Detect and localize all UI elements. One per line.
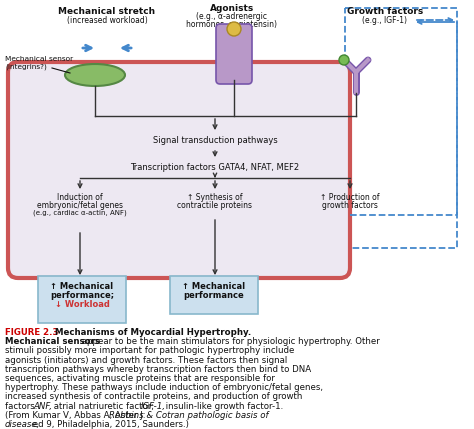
Text: stimuli possibly more important for pathologic hypertrophy include: stimuli possibly more important for path…	[5, 346, 294, 355]
Text: atrial natriuretic factor;: atrial natriuretic factor;	[51, 402, 157, 411]
Text: ↑ Mechanical: ↑ Mechanical	[182, 282, 246, 291]
Text: (e.g., α-adrenergic: (e.g., α-adrenergic	[197, 12, 267, 21]
Text: ↑ Synthesis of: ↑ Synthesis of	[187, 193, 243, 202]
Text: Mechanical stretch: Mechanical stretch	[58, 7, 155, 16]
Text: disease,: disease,	[5, 420, 40, 429]
Text: (increased workload): (increased workload)	[67, 16, 147, 25]
Text: FIGURE 2.3: FIGURE 2.3	[5, 328, 58, 337]
Text: Mechanical sensor: Mechanical sensor	[5, 56, 73, 62]
Text: embryonic/fetal genes: embryonic/fetal genes	[37, 201, 123, 210]
Text: hormones, angiotensin): hormones, angiotensin)	[186, 20, 277, 29]
Text: Transcription factors GATA4, NFAT, MEF2: Transcription factors GATA4, NFAT, MEF2	[130, 163, 300, 172]
Text: IGF-1,: IGF-1,	[141, 402, 166, 411]
Text: (e.g., cardiac α-actin, ANF): (e.g., cardiac α-actin, ANF)	[33, 209, 127, 215]
Text: Mechanisms of Myocardial Hypertrophy.: Mechanisms of Myocardial Hypertrophy.	[43, 328, 251, 337]
Text: ↑ Production of: ↑ Production of	[320, 193, 380, 202]
Circle shape	[227, 22, 241, 36]
Text: appear to be the main stimulators for physiologic hypertrophy. Other: appear to be the main stimulators for ph…	[79, 337, 380, 346]
Text: performance;: performance;	[50, 291, 114, 300]
Text: ANF,: ANF,	[33, 402, 52, 411]
Text: Agonists: Agonists	[210, 4, 254, 13]
FancyBboxPatch shape	[38, 276, 126, 323]
Text: increased synthesis of contractile proteins, and production of growth: increased synthesis of contractile prote…	[5, 393, 302, 402]
FancyBboxPatch shape	[8, 62, 350, 278]
Text: ↓ Workload: ↓ Workload	[55, 300, 109, 309]
Text: transcription pathways whereby transcription factors then bind to DNA: transcription pathways whereby transcrip…	[5, 365, 311, 374]
FancyBboxPatch shape	[216, 24, 252, 84]
Text: sequences, activating muscle proteins that are responsible for: sequences, activating muscle proteins th…	[5, 374, 275, 383]
Ellipse shape	[65, 64, 125, 86]
Text: Mechanical sensors: Mechanical sensors	[5, 337, 100, 346]
Text: ↑ Mechanical: ↑ Mechanical	[50, 282, 114, 291]
Text: factors.: factors.	[5, 402, 40, 411]
Text: insulin-like growth factor-1.: insulin-like growth factor-1.	[163, 402, 283, 411]
Text: Growth factors: Growth factors	[347, 7, 423, 16]
Text: (From Kumar V, Abbas A, Aster J:: (From Kumar V, Abbas A, Aster J:	[5, 411, 148, 420]
Text: (e.g., IGF-1): (e.g., IGF-1)	[363, 16, 408, 25]
Text: performance: performance	[183, 291, 245, 300]
Text: Signal transduction pathways: Signal transduction pathways	[153, 136, 277, 145]
Text: Induction of: Induction of	[57, 193, 103, 202]
Circle shape	[339, 55, 349, 65]
FancyBboxPatch shape	[170, 276, 258, 314]
Text: hypertrophy. These pathways include induction of embryonic/fetal genes,: hypertrophy. These pathways include indu…	[5, 383, 323, 392]
Text: contractile proteins: contractile proteins	[177, 201, 253, 210]
Text: ed 9, Philadelphia, 2015, Saunders.): ed 9, Philadelphia, 2015, Saunders.)	[30, 420, 189, 429]
Text: Robbins & Cotran pathologic basis of: Robbins & Cotran pathologic basis of	[109, 411, 268, 420]
Text: growth factors: growth factors	[322, 201, 378, 210]
Text: (integrins?): (integrins?)	[5, 64, 47, 70]
Text: agonists (initiators) and growth factors. These factors then signal: agonists (initiators) and growth factors…	[5, 356, 287, 365]
